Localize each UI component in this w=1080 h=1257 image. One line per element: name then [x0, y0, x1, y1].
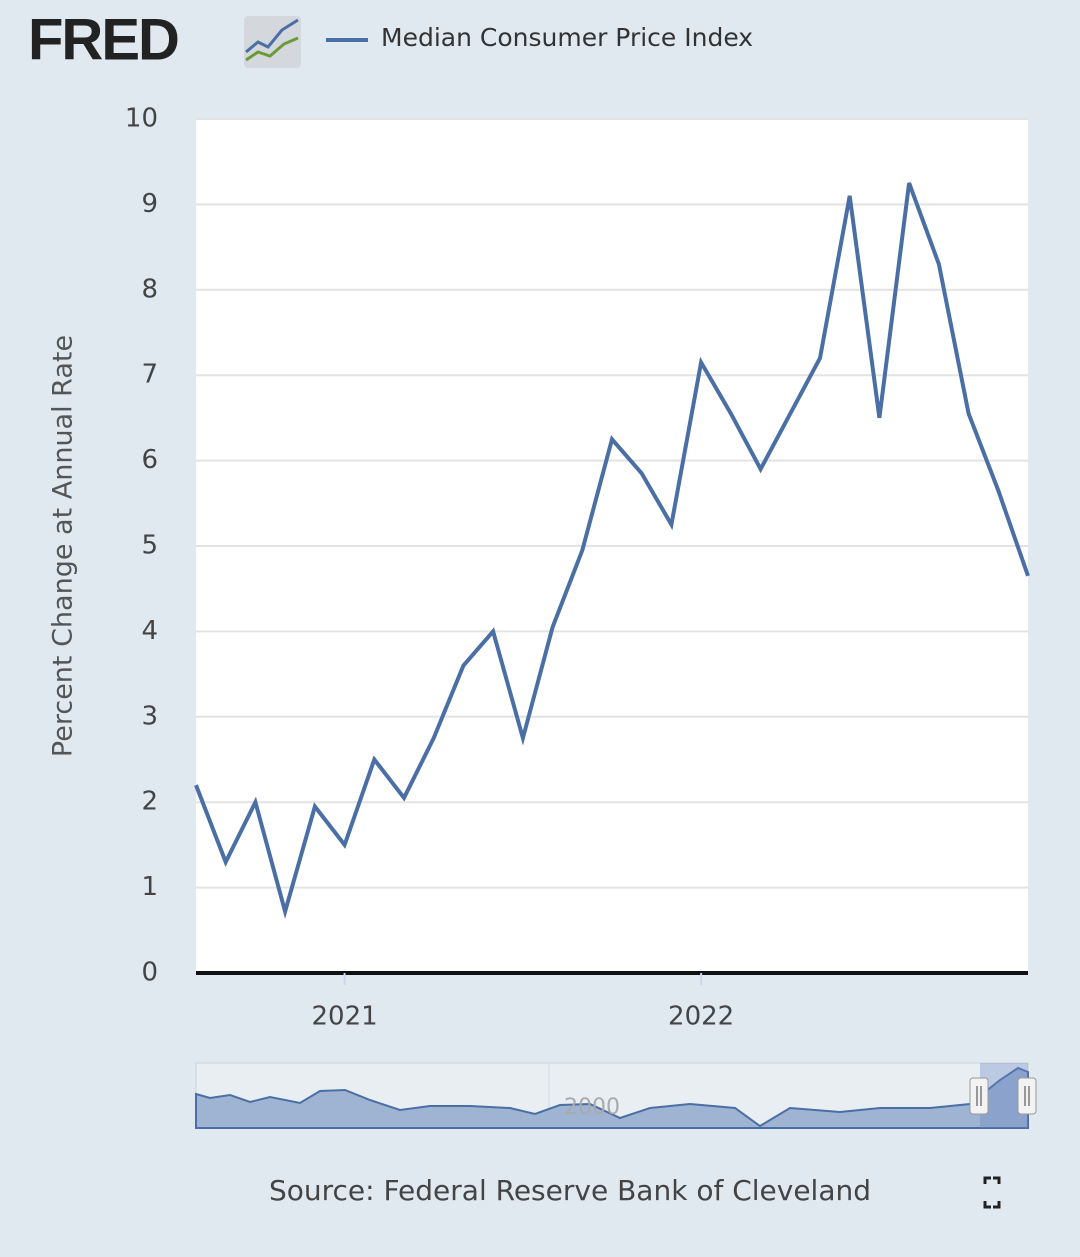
- navigator-label: 2000: [564, 1095, 620, 1120]
- marks: [194, 182, 1030, 919]
- x-tick-label: 2021: [311, 1002, 377, 1032]
- logo: FRED: [28, 7, 178, 72]
- y-tick-label: 1: [141, 872, 158, 902]
- y-tick-label: 0: [141, 958, 158, 988]
- fullscreen-icon[interactable]: [983, 1176, 1001, 1209]
- y-tick-label: 7: [141, 360, 158, 390]
- logo-icon: [244, 16, 301, 68]
- y-tick-label: 8: [141, 274, 158, 304]
- y-tick-label: 4: [141, 616, 158, 646]
- y-axis-label: Percent Change at Annual Rate: [48, 335, 79, 757]
- y-tick-label: 6: [141, 445, 158, 475]
- y-tick-label: 5: [141, 531, 158, 561]
- y-tick-label: 3: [141, 701, 158, 731]
- y-tick-label: 2: [141, 787, 158, 817]
- y-tick-label: 9: [141, 189, 158, 219]
- navigator: [195, 1062, 1037, 1129]
- legend-label: Median Consumer Price Index: [381, 23, 753, 52]
- x-tick-label: 2022: [668, 1002, 734, 1032]
- source: Source: Federal Reserve Bank of Clevelan…: [269, 1174, 871, 1207]
- series-line: [194, 182, 1030, 919]
- grid: [196, 118, 1028, 985]
- y-tick-label: 10: [125, 104, 158, 134]
